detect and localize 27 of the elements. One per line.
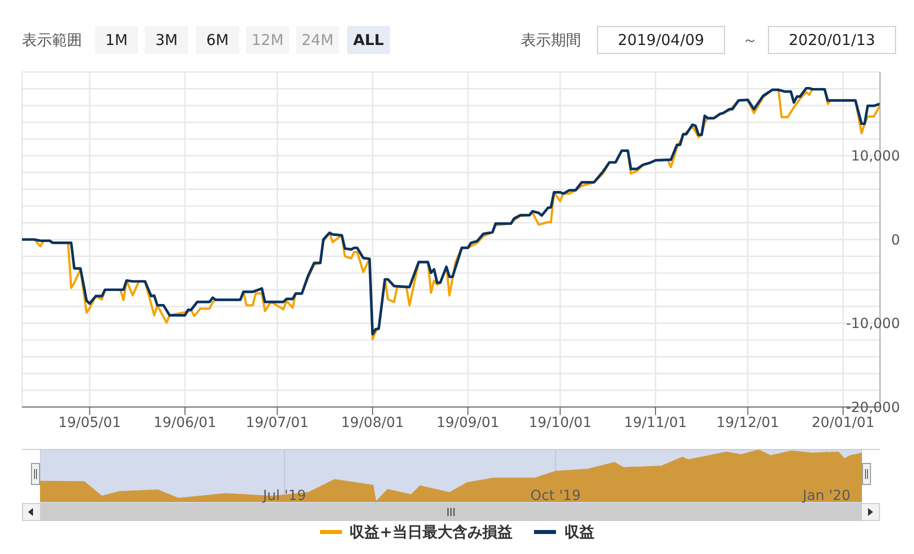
x-tick-label: Jan '20 (802, 488, 850, 504)
x-tick-label: 19/12/01 (716, 414, 780, 431)
x-tick-label: 19/08/01 (341, 414, 404, 431)
text: 2019/04/09 (597, 26, 725, 54)
text: 1M (95, 26, 138, 54)
text: 2020/01/13 (768, 26, 896, 54)
x-tick-label: 20/01/01 (812, 414, 875, 431)
x-tick-label: 19/06/01 (154, 414, 216, 431)
text: 表示範囲 (22, 30, 82, 51)
x-tick-label: 19/09/01 (436, 414, 500, 431)
text: 24M (296, 26, 339, 54)
text: ～ (742, 30, 758, 51)
legend-label: 収益+当日最大含み損益 (350, 522, 512, 542)
x-tick-label: 19/11/01 (624, 414, 687, 431)
x-tick-label: 19/10/01 (528, 414, 592, 431)
text: 6M (196, 26, 239, 54)
y-tick-label: 10,000 (851, 148, 900, 165)
text: 12M (246, 26, 289, 54)
y-tick-label: -10,000 (846, 316, 900, 332)
x-tick-label: Oct '19 (530, 488, 581, 504)
text: 3M (145, 26, 188, 54)
legend-label: 収益 (564, 522, 594, 542)
text: 表示期間 (521, 30, 581, 51)
x-tick-label: 19/05/01 (58, 414, 122, 431)
x-tick-label: 19/07/01 (246, 414, 309, 431)
text: ALL (347, 26, 390, 54)
y-tick-label: 0 (891, 232, 900, 248)
